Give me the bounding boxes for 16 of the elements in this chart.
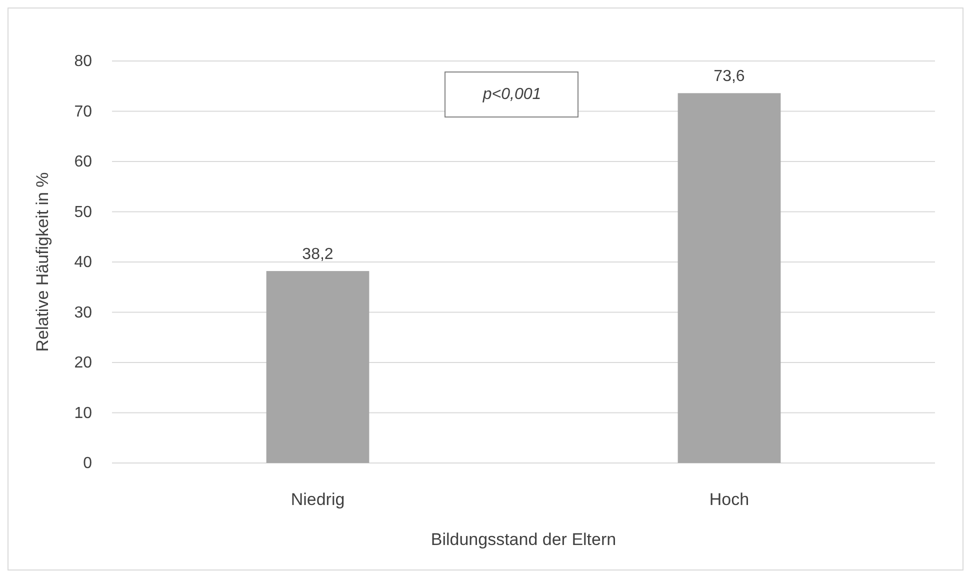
data-label: 38,2 bbox=[302, 246, 334, 264]
y-axis-title: Relative Häufigkeit in % bbox=[33, 172, 52, 352]
y-tick-label: 80 bbox=[74, 53, 92, 70]
y-tick-label: 40 bbox=[74, 254, 92, 272]
y-tick-label: 60 bbox=[74, 154, 92, 171]
y-tick-label: 50 bbox=[74, 204, 92, 221]
annotation: p<0,001 bbox=[482, 86, 542, 103]
x-axis-title: Bildungsstand der Eltern bbox=[430, 530, 616, 549]
y-tick-label: 0 bbox=[83, 455, 92, 472]
data-label: 73,6 bbox=[714, 68, 745, 86]
y-tick-label: 70 bbox=[74, 103, 92, 120]
y-tick-label: 20 bbox=[74, 354, 92, 372]
x-tick-label: Niedrig bbox=[290, 490, 345, 510]
x-tick-label: Hoch bbox=[709, 490, 750, 510]
y-tick-label: 30 bbox=[74, 304, 92, 322]
y-tick-label: 10 bbox=[74, 404, 92, 422]
